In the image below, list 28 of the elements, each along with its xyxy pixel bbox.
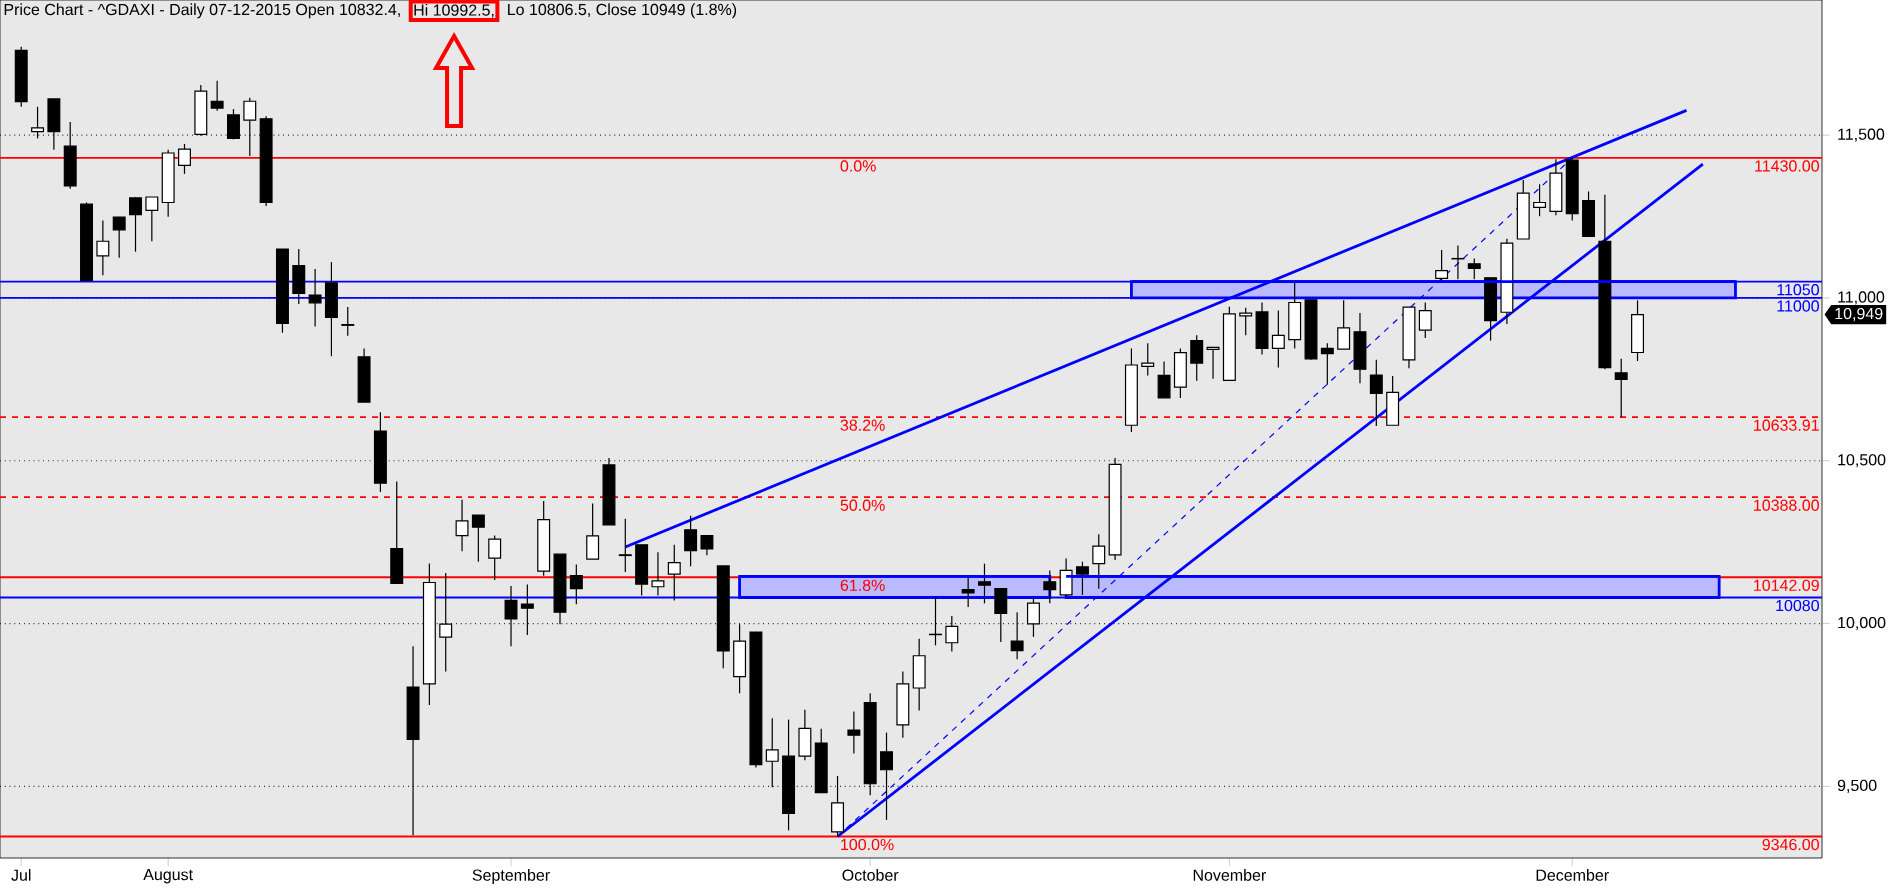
annotation: 100.0%	[841, 838, 894, 851]
y-tick-label: 10,500	[1838, 454, 1886, 468]
chart-title: Price Chart - ^GDAXI - Daily 07-12-2015 Open 10832.4,	[4, 3, 400, 19]
annotation: 61.8%	[840, 579, 885, 591]
x-tick-label: November	[1193, 869, 1266, 881]
ref-line-label: 9346.00	[1762, 838, 1819, 851]
ref-line-label: 10633.91	[1754, 419, 1819, 431]
x-tick-label: September	[472, 869, 550, 884]
x-tick-label: October	[842, 869, 899, 881]
ref-line-label: 10142.09	[1754, 579, 1819, 591]
y-tick-label: 11,500	[1838, 128, 1885, 142]
annotation: 0.0%	[840, 160, 876, 172]
x-tick-label: Jul	[11, 869, 31, 881]
x-tick-label: August	[143, 869, 193, 884]
annotation: 38.2%	[840, 419, 885, 431]
x-tick-label: December	[1536, 869, 1609, 881]
chart-subtitle: Lo 10806.5, Close 10949 (1.8%)	[508, 3, 737, 19]
ref-line-label: 10080	[1776, 599, 1819, 612]
annotation: Hi 10992.5,	[414, 4, 494, 18]
annotation: 50.0%	[840, 499, 885, 511]
y-tick-label: 11,000	[1838, 291, 1885, 305]
y-tick-label: 9,500	[1837, 779, 1877, 793]
ref-line-label: 11430.00	[1755, 160, 1819, 172]
ref-line-label: 11050	[1777, 284, 1819, 296]
y-tick-label: 10,000	[1838, 616, 1886, 631]
ref-line-label: 10388.00	[1754, 499, 1819, 511]
text: 10,949	[1835, 307, 1883, 322]
ref-line-label: 11000	[1777, 300, 1819, 312]
